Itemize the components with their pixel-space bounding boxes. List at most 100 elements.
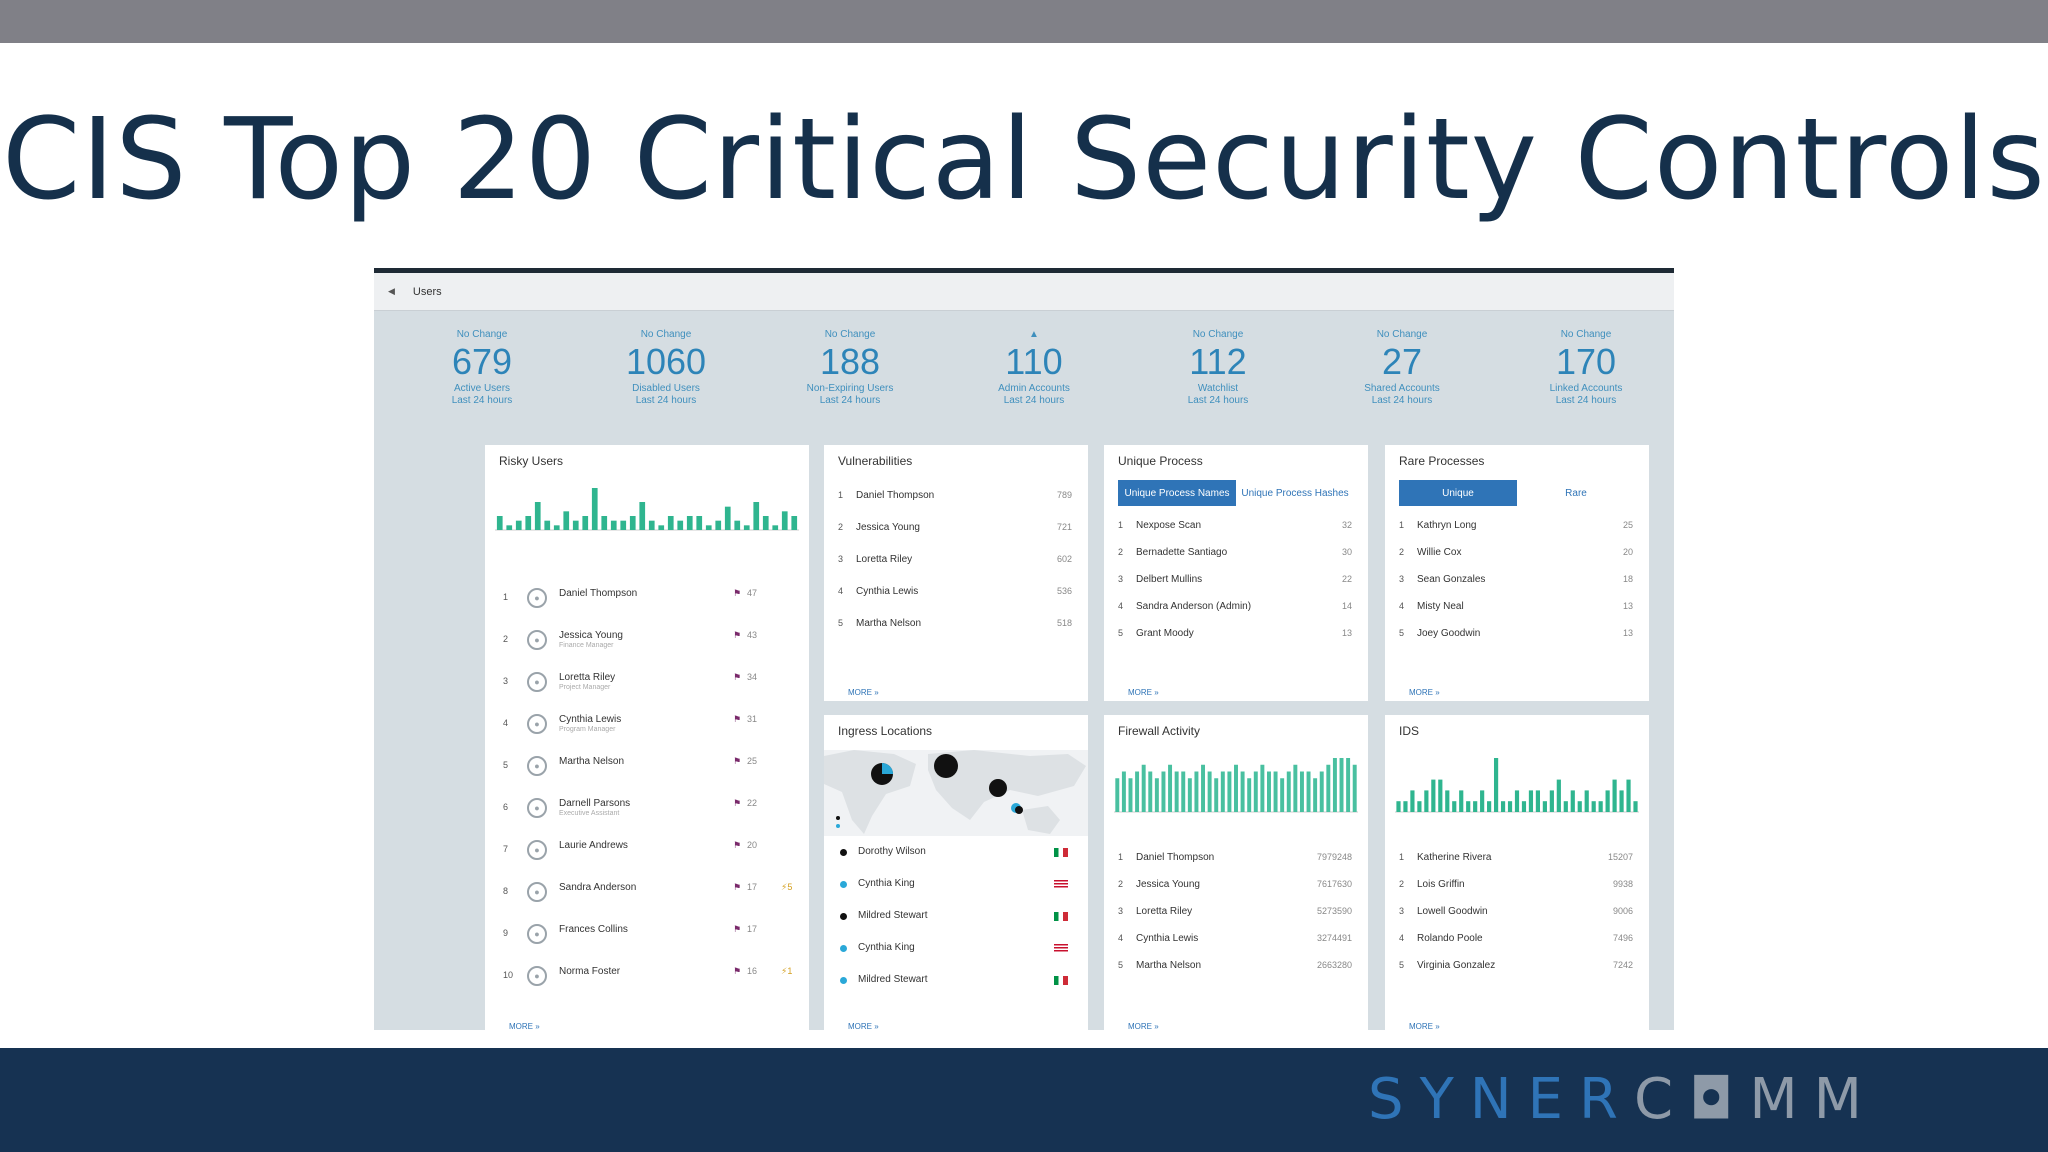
chart-bar[interactable] — [1313, 778, 1318, 812]
chart-bar[interactable] — [1521, 801, 1527, 812]
stat-tile[interactable]: No Change 112 Watchlist Last 24 hours — [1143, 329, 1293, 407]
chevron-left-icon[interactable]: ◀ — [388, 286, 395, 296]
chart-bar[interactable] — [1528, 790, 1534, 812]
tab-unique[interactable]: Unique — [1399, 480, 1517, 506]
list-item[interactable]: 4 Misty Neal 13 — [1385, 601, 1649, 628]
chart-bar[interactable] — [582, 516, 589, 530]
more-link[interactable]: MORE » — [1128, 1022, 1159, 1030]
chart-bar[interactable] — [791, 516, 798, 530]
chart-bar[interactable] — [1201, 764, 1206, 812]
list-item[interactable]: 2 ● Jessica Young Finance Manager ⚑ 43 — [485, 626, 809, 668]
list-item[interactable]: 2 Jessica Young 7617630 — [1104, 879, 1368, 906]
list-item[interactable]: 5 Martha Nelson 2663280 — [1104, 960, 1368, 987]
chart-bar[interactable] — [1332, 758, 1337, 812]
chart-bar[interactable] — [553, 525, 560, 530]
tab-unique-process-hashes[interactable]: Unique Process Hashes — [1241, 487, 1349, 499]
list-item[interactable]: 4 Rolando Poole 7496 — [1385, 933, 1649, 960]
chart-bar[interactable] — [1326, 764, 1331, 812]
chart-bar[interactable] — [696, 516, 703, 530]
chart-bar[interactable] — [1396, 801, 1401, 812]
chart-bar[interactable] — [1273, 771, 1278, 813]
chart-bar[interactable] — [1403, 801, 1408, 812]
chart-bar[interactable] — [1466, 801, 1471, 812]
list-item[interactable]: 2 Jessica Young 721 — [824, 522, 1088, 554]
stat-tile[interactable]: No Change 27 Shared Accounts Last 24 hours — [1327, 329, 1477, 407]
list-item[interactable]: 1 ● Daniel Thompson ⚑ 47 — [485, 584, 809, 626]
list-item[interactable]: Mildred Stewart — [824, 910, 1088, 942]
list-item[interactable]: 4 Cynthia Lewis 536 — [824, 586, 1088, 618]
chart-bar[interactable] — [1626, 779, 1631, 812]
list-item[interactable]: Cynthia King — [824, 942, 1088, 974]
chart-bar[interactable] — [601, 516, 608, 530]
list-item[interactable]: 3 Loretta Riley 5273590 — [1104, 906, 1368, 933]
chart-bar[interactable] — [1549, 790, 1554, 812]
chart-bar[interactable] — [1339, 758, 1344, 812]
chart-bar[interactable] — [544, 520, 551, 530]
chart-bar[interactable] — [1438, 779, 1443, 812]
list-item[interactable]: 6 ● Darnell Parsons Executive Assistant ⚑ 22 — [485, 794, 809, 836]
chart-bar[interactable] — [1500, 801, 1506, 812]
chart-bar[interactable] — [620, 520, 627, 530]
chart-bar[interactable] — [667, 516, 674, 530]
chart-bar[interactable] — [1598, 801, 1603, 812]
chart-bar[interactable] — [1487, 801, 1492, 812]
chart-bar[interactable] — [515, 520, 522, 530]
chart-bar[interactable] — [1260, 764, 1265, 812]
chart-bar[interactable] — [1135, 771, 1140, 813]
more-link[interactable]: MORE » — [509, 1022, 540, 1030]
list-item[interactable]: 5 Joey Goodwin 13 — [1385, 628, 1649, 655]
chart-bar[interactable] — [1115, 778, 1120, 812]
chart-bar[interactable] — [686, 516, 693, 530]
chart-bar[interactable] — [1181, 771, 1186, 813]
chart-bar[interactable] — [1247, 778, 1252, 812]
chart-bar[interactable] — [1633, 801, 1638, 812]
chart-bar[interactable] — [1591, 801, 1596, 812]
list-item[interactable]: 2 Willie Cox 20 — [1385, 547, 1649, 574]
chart-bar[interactable] — [1299, 771, 1304, 813]
chart-bar[interactable] — [1253, 771, 1258, 813]
stat-tile[interactable]: No Change 188 Non-Expiring Users Last 24 ho… — [775, 329, 925, 407]
chart-bar[interactable] — [1174, 771, 1179, 813]
chart-bar[interactable] — [1227, 771, 1232, 813]
chart-bar[interactable] — [572, 520, 579, 530]
stat-tile[interactable]: No Change 170 Linked Accounts Last 24 hours — [1511, 329, 1661, 407]
list-item[interactable]: Mildred Stewart — [824, 974, 1088, 1006]
map-marker[interactable] — [989, 779, 1007, 797]
chart-bar[interactable] — [534, 502, 541, 530]
chart-bar[interactable] — [1452, 801, 1457, 812]
list-item[interactable]: 1 Katherine Rivera 15207 — [1385, 852, 1649, 879]
more-link[interactable]: MORE » — [1409, 1022, 1440, 1030]
chart-bar[interactable] — [1240, 771, 1245, 813]
chart-bar[interactable] — [1459, 790, 1464, 812]
chart-bar[interactable] — [1346, 758, 1351, 812]
list-item[interactable]: 7 ● Laurie Andrews ⚑ 20 — [485, 836, 809, 878]
list-item[interactable]: 3 Delbert Mullins 22 — [1104, 574, 1368, 601]
more-link[interactable]: MORE » — [848, 688, 879, 697]
list-item[interactable]: 5 Grant Moody 13 — [1104, 628, 1368, 655]
list-item[interactable]: 2 Bernadette Santiago 30 — [1104, 547, 1368, 574]
stat-tile[interactable]: ▲ 110 Admin Accounts Last 24 hours — [959, 329, 1109, 407]
more-link[interactable]: MORE » — [848, 1022, 879, 1030]
chart-bar[interactable] — [1306, 771, 1311, 813]
chart-bar[interactable] — [743, 525, 750, 530]
chart-bar[interactable] — [1431, 779, 1436, 812]
chart-bar[interactable] — [1473, 801, 1478, 812]
list-item[interactable]: Dorothy Wilson — [824, 846, 1088, 878]
more-link[interactable]: MORE » — [1128, 688, 1159, 697]
map-marker[interactable] — [934, 754, 958, 778]
chart-bar[interactable] — [1128, 778, 1133, 812]
chart-bar[interactable] — [1121, 771, 1126, 813]
chart-bar[interactable] — [1220, 771, 1225, 813]
list-item[interactable]: 3 Sean Gonzales 18 — [1385, 574, 1649, 601]
chart-bar[interactable] — [1493, 758, 1499, 812]
chart-bar[interactable] — [1417, 801, 1422, 812]
chart-bar[interactable] — [1266, 771, 1271, 813]
list-item[interactable]: 4 ● Cynthia Lewis Program Manager ⚑ 31 — [485, 710, 809, 752]
chart-bar[interactable] — [753, 502, 760, 530]
chart-bar[interactable] — [1612, 779, 1617, 812]
chart-bar[interactable] — [1319, 771, 1324, 813]
chart-bar[interactable] — [658, 525, 665, 530]
chart-bar[interactable] — [1480, 790, 1485, 812]
chart-bar[interactable] — [1563, 801, 1568, 812]
tab-rare[interactable]: Rare — [1565, 487, 1587, 499]
